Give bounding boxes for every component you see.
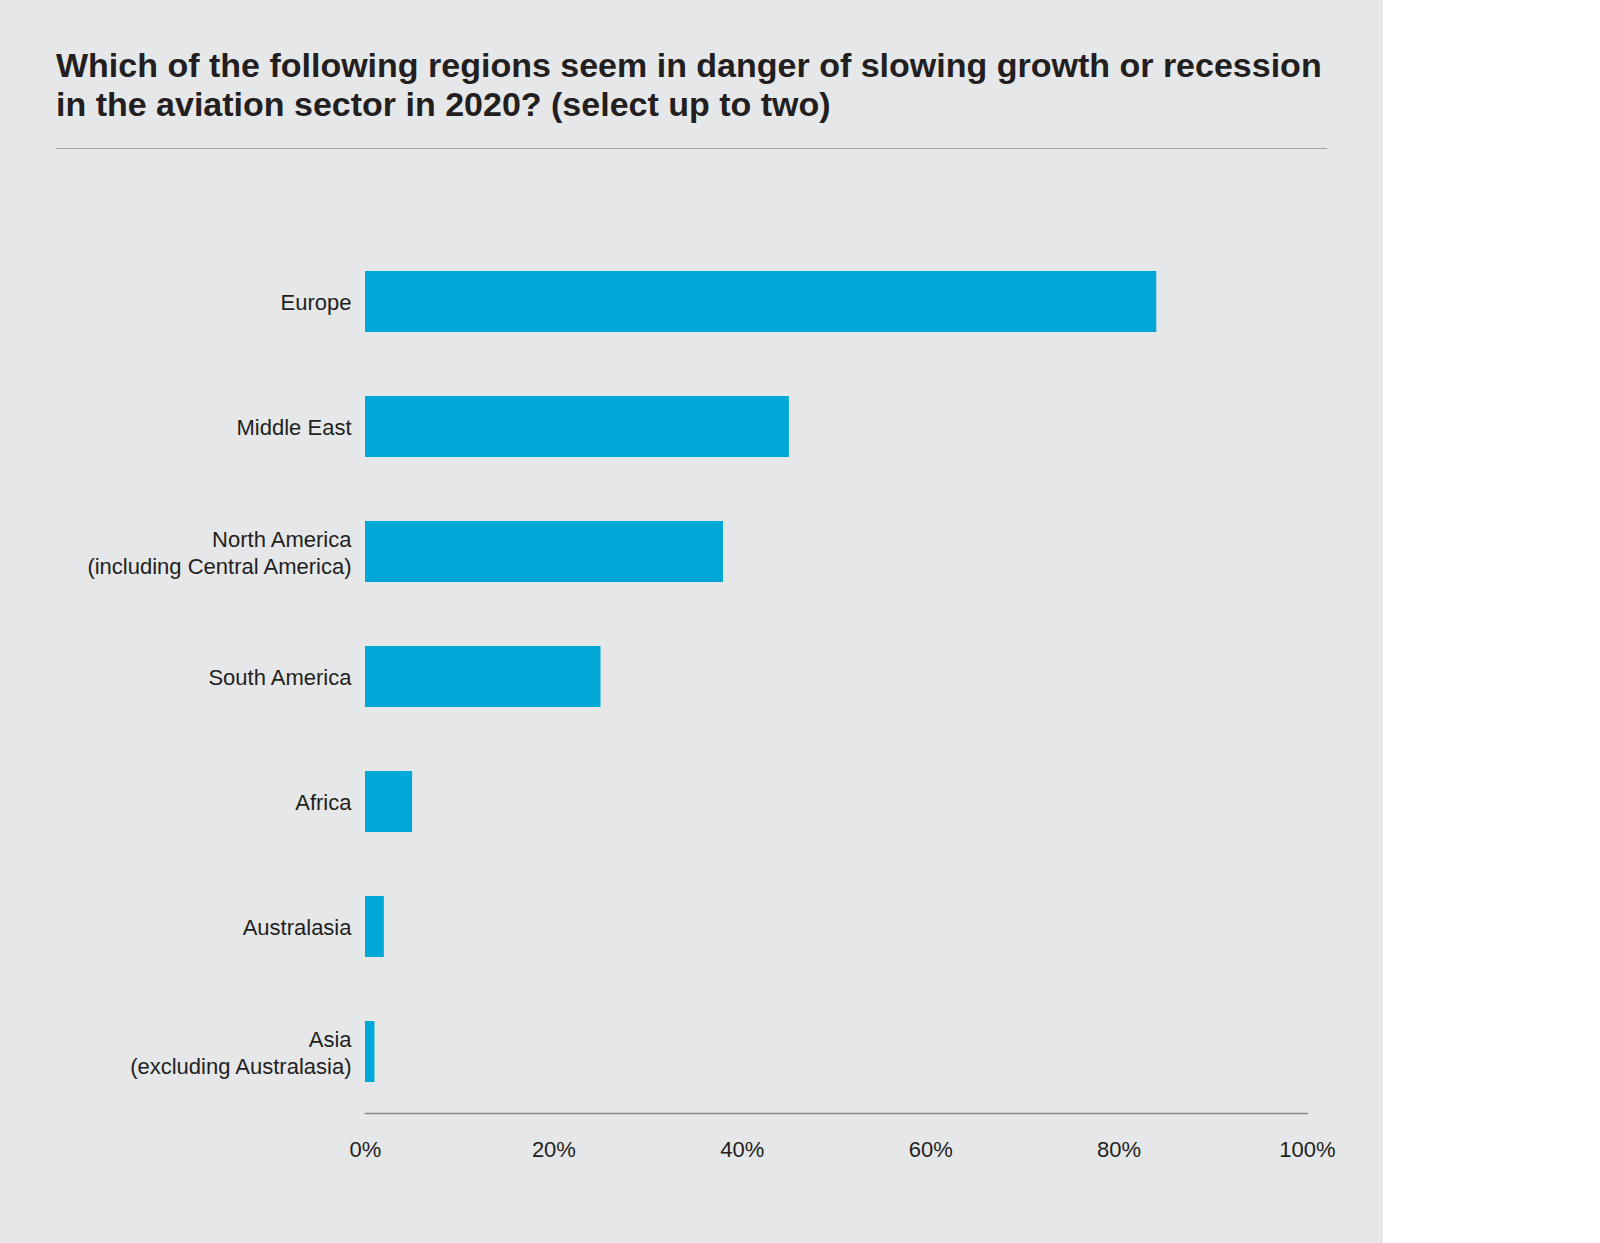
svg-text:80%: 80% [1097,1137,1141,1162]
svg-text:North America(including Centra: North America(including Central America) [87,527,352,578]
svg-text:20%: 20% [532,1137,576,1162]
svg-text:Europe: Europe [281,290,352,315]
svg-text:100%: 100% [1279,1137,1335,1162]
svg-text:Africa: Africa [295,790,352,815]
svg-text:0%: 0% [350,1137,382,1162]
svg-text:Asia(excluding Australasia): Asia(excluding Australasia) [130,1027,352,1078]
svg-text:40%: 40% [720,1137,764,1162]
html-text:Which of the following regions: Which of the following regions seem in d… [56,46,1322,123]
svg-text:South America: South America [208,665,352,690]
svg-text:60%: 60% [909,1137,953,1162]
svg-text:Middle East: Middle East [237,415,352,440]
svg-text:Australasia: Australasia [243,915,353,940]
